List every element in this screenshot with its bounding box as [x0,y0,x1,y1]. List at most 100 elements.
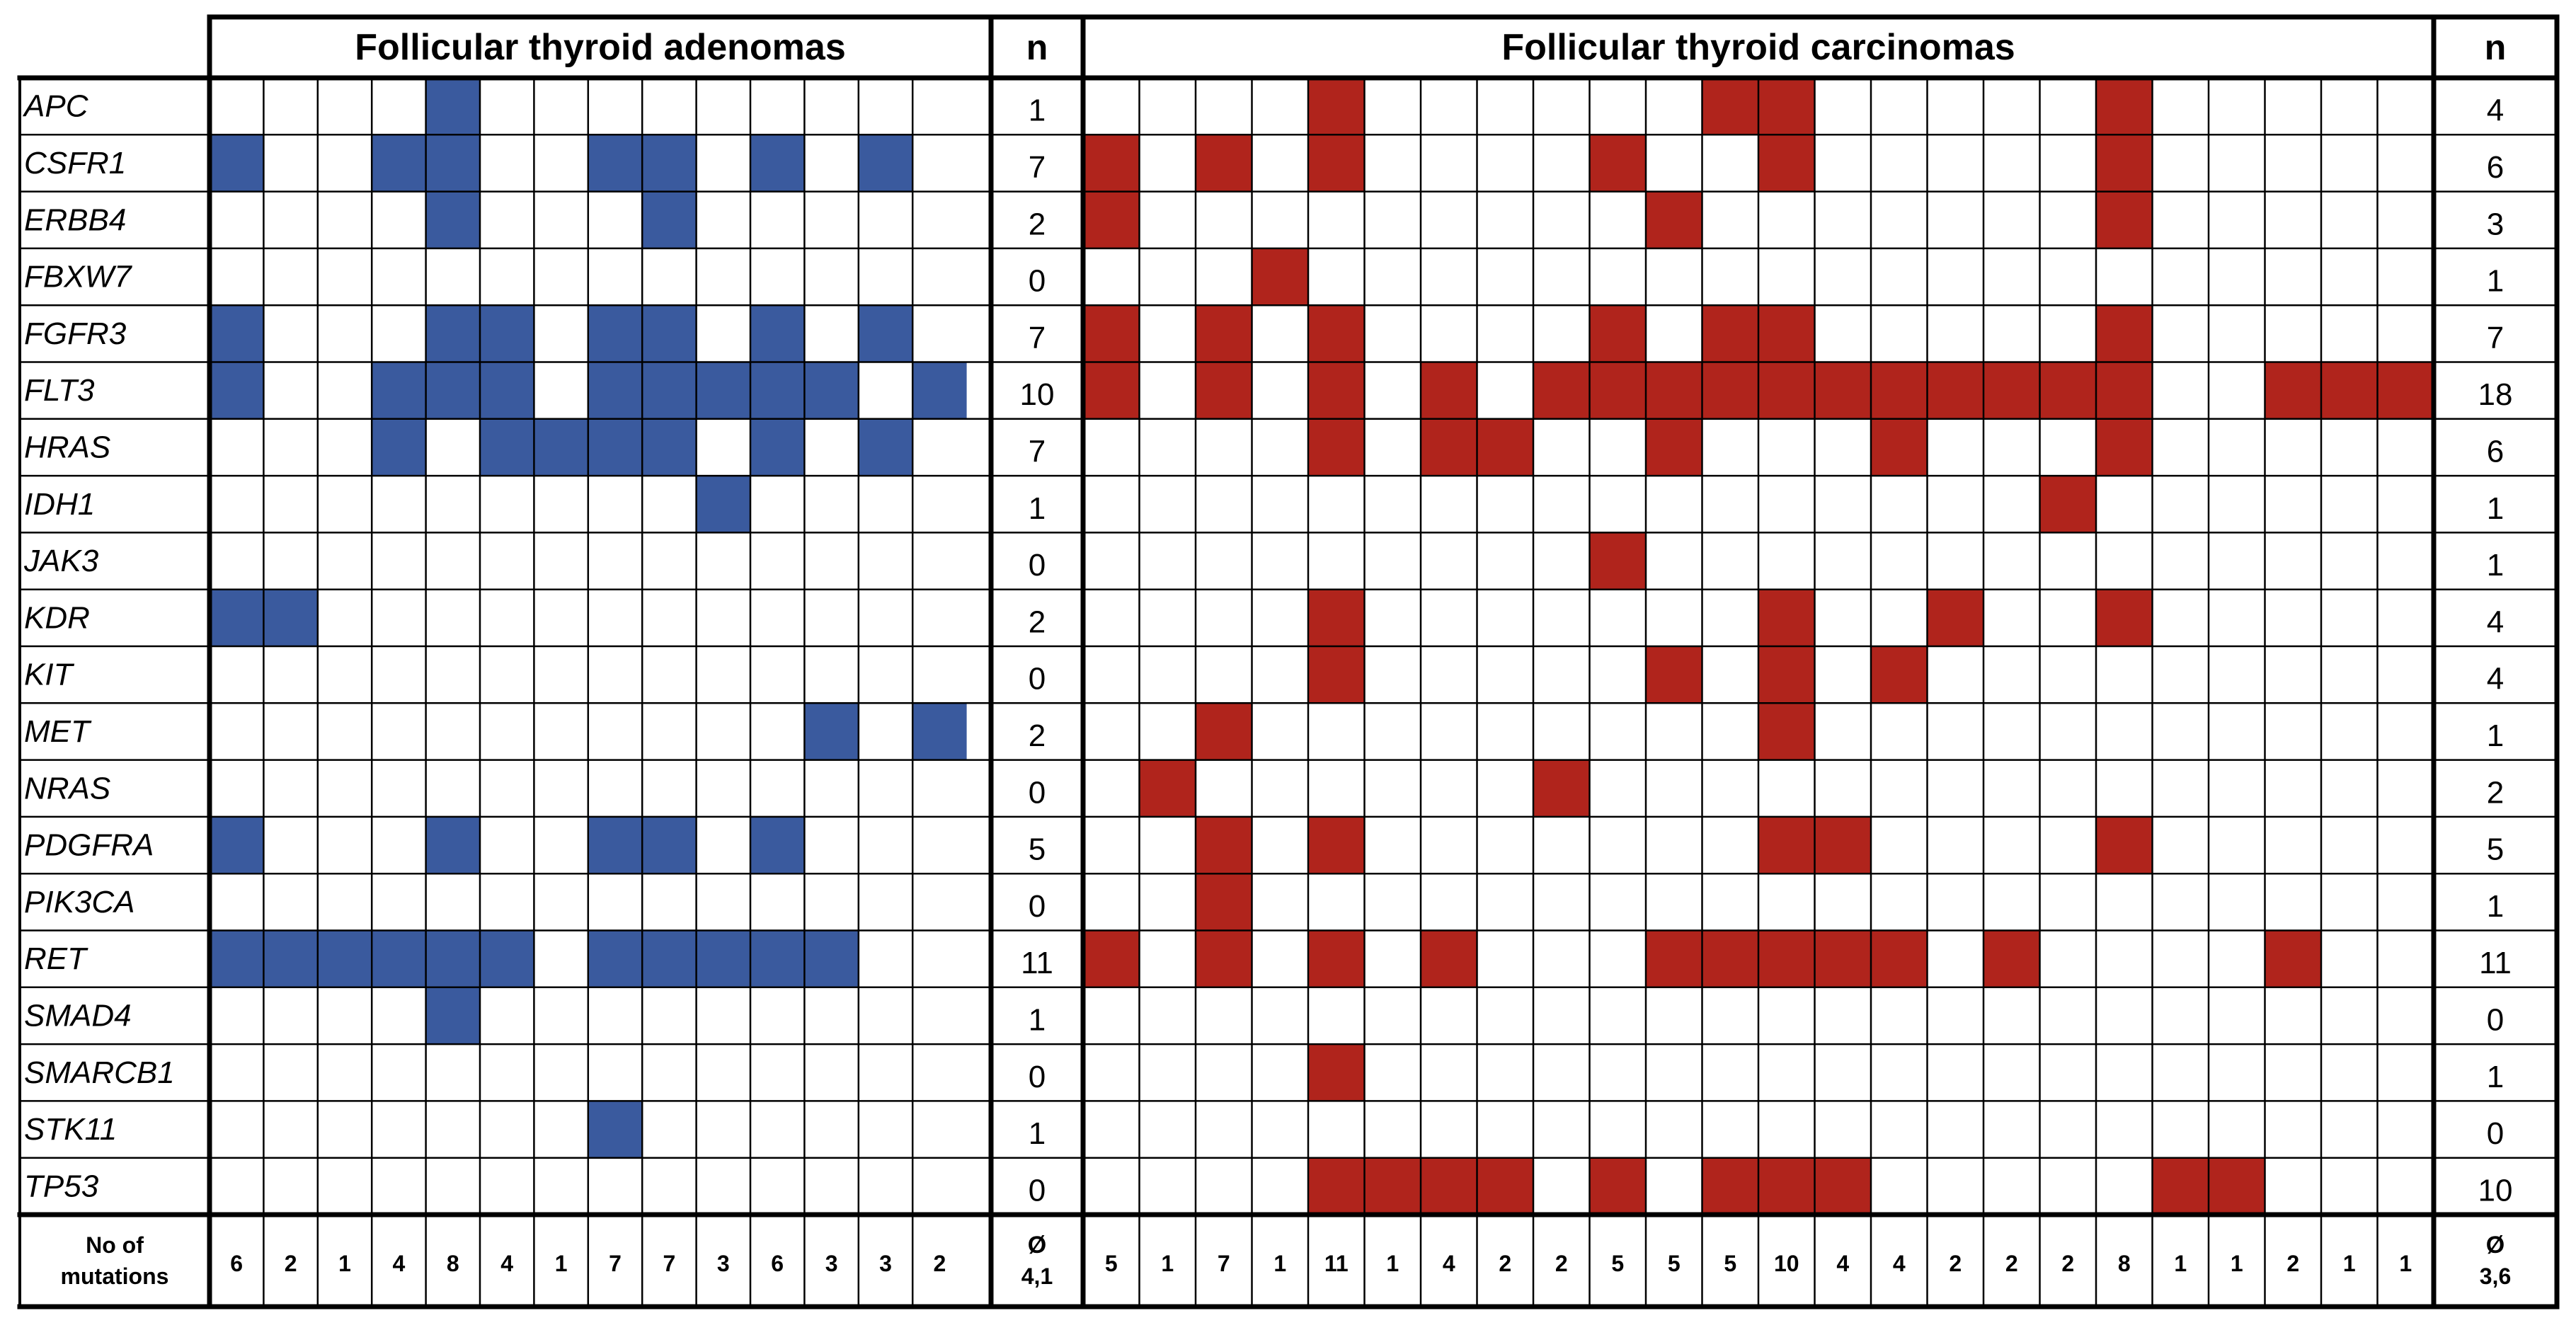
carcinoma-mutation-cell [1646,191,1702,248]
carcinoma-mutation-cell [2377,362,2434,419]
gene-label: SMARCB1 [24,1055,175,1090]
carcinoma-mutation-cell [1421,362,1477,419]
adenoma-mutation-cell [696,362,750,419]
adenoma-mutation-count: 6 [230,1251,243,1276]
adenoma-mutation-cell [750,418,805,476]
adenoma-mutation-count: 3 [879,1251,892,1276]
carcinoma-mutation-cell [1758,816,1815,874]
adenoma-n-value: 1 [1029,1116,1046,1151]
gene-label: MET [24,714,92,749]
adenoma-n-value: 0 [1029,662,1046,697]
gene-label: JAK3 [23,544,99,578]
adenoma-mutation-count: 8 [447,1251,459,1276]
gene-label: FLT3 [24,373,95,408]
carcinoma-mutation-cell [1308,646,1365,704]
carcinoma-mean-value: 3,6 [2480,1263,2511,1289]
gene-label: PDGFRA [24,828,154,863]
carcinoma-n-value: 5 [2487,832,2504,867]
carcinoma-mutation-cell [2039,476,2096,533]
carcinoma-mutation-count: 1 [2174,1251,2187,1276]
adenoma-mutation-cell [372,930,426,987]
adenoma-n-value: 2 [1029,207,1046,241]
carcinoma-mutation-cell [2039,362,2096,419]
carcinoma-mutation-cell [1364,1157,1421,1215]
carcinoma-mutation-cell [2209,1157,2265,1215]
carcinoma-mutation-cell [1083,305,1140,362]
adenoma-mutation-count: 7 [609,1251,622,1276]
adenoma-mutation-cell [642,418,697,476]
carcinoma-mutation-count: 5 [1668,1251,1681,1276]
carcinoma-mutation-cell [1702,362,1758,419]
gene-label: KDR [24,600,90,635]
adenoma-mutation-cell [263,589,318,646]
gene-label: KIT [24,658,75,692]
carcinoma-mutation-count: 4 [1893,1251,1906,1276]
carcinoma-mutation-cell [2265,362,2321,419]
carcinoma-mutation-cell [1758,362,1815,419]
carcinoma-mutation-count: 10 [1774,1251,1799,1276]
adenoma-mutation-cell [425,930,480,987]
carcinoma-mutation-count: 1 [1273,1251,1286,1276]
adenoma-mutation-cell [750,930,805,987]
carcinoma-mutation-cell [1083,191,1140,248]
adenoma-mutation-cell [804,703,859,760]
adenoma-mutation-cell [858,418,913,476]
carcinoma-mutation-count: 1 [1161,1251,1174,1276]
carcinoma-mutation-cell [1477,418,1533,476]
adenoma-mutation-count: 1 [555,1251,568,1276]
gene-label: PIK3CA [24,885,135,919]
carcinoma-mutation-cell [1758,589,1815,646]
adenoma-mutation-cell [210,816,264,874]
carcinoma-mutation-cell [1308,78,1365,135]
adenoma-mutation-cell [210,134,264,192]
carcinoma-mutation-cell [1646,362,1702,419]
adenoma-mutation-cell [750,362,805,419]
adenoma-mutation-cell [534,418,588,476]
adenoma-mutation-cell [696,476,750,533]
carcinoma-mutation-cell [1983,930,2040,987]
carcinoma-n-value: 0 [2487,1116,2504,1151]
carcinoma-mutation-cell [1196,703,1252,760]
adenoma-mutation-cell [642,362,697,419]
adenoma-n-value: 11 [1021,946,1053,980]
adenoma-n-value: 7 [1029,434,1046,469]
carcinoma-mutation-cell [1927,362,1983,419]
adenoma-mutation-cell [750,305,805,362]
carcinoma-mutation-count: 2 [2061,1251,2074,1276]
adenoma-mutation-cell [480,418,534,476]
carcinoma-mutation-cell [1308,930,1365,987]
carcinoma-mutation-cell [1308,1157,1365,1215]
adenoma-mutation-cell [858,305,913,362]
carcinoma-mutation-cell [1308,418,1365,476]
footer-label-line2: mutations [61,1263,169,1289]
carcinoma-mutation-cell [2265,930,2321,987]
carcinoma-mean-symbol: Ø [2486,1232,2505,1259]
adenoma-mutation-cell [912,362,967,419]
adenoma-mutation-cell [263,930,318,987]
carcinoma-mutation-cell [1646,930,1702,987]
adenoma-mutation-count: 7 [663,1251,676,1276]
adenoma-n-value: 2 [1029,604,1046,639]
carcinoma-mutation-cell [2096,191,2153,248]
adenoma-mutation-cell [642,134,697,192]
carcinoma-mutation-count: 1 [2231,1251,2243,1276]
carcinoma-mutation-cell [1702,1157,1758,1215]
carcinoma-mutation-cell [2096,362,2153,419]
adenoma-mutation-count: 4 [500,1251,513,1276]
adenoma-mean-value: 4,1 [1021,1263,1053,1289]
adenoma-mutation-cell [588,418,643,476]
carcinoma-mutation-count: 5 [1105,1251,1118,1276]
adenoma-mutation-cell [588,362,643,419]
adenoma-mutation-cell [372,134,426,192]
carcinoma-mutation-cell [1083,362,1140,419]
carcinoma-mutation-cell [1871,646,1928,704]
carcinoma-mutation-cell [1702,930,1758,987]
carcinoma-n-value: 1 [2487,491,2504,526]
adenoma-mutation-cell [642,930,697,987]
carcinoma-n-value: 1 [2487,1060,2504,1094]
adenoma-n-value: 0 [1029,1173,1046,1208]
carcinoma-mutation-cell [1196,362,1252,419]
adenoma-mutation-count: 2 [285,1251,297,1276]
carcinoma-n-value: 1 [2487,889,2504,924]
carcinoma-mutation-cell [2096,305,2153,362]
